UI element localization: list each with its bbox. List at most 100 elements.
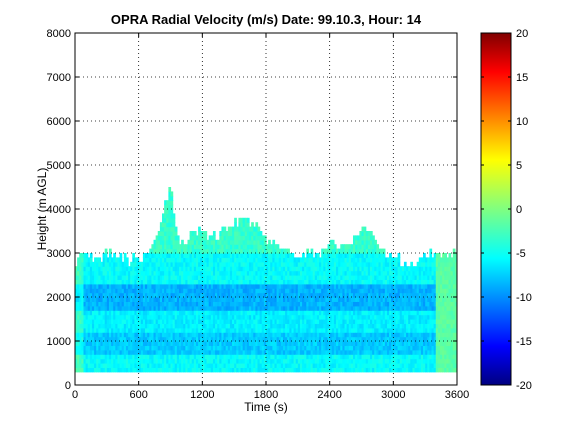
echo-cell (187, 270, 191, 276)
echo-cell (191, 363, 195, 368)
echo-cell (236, 305, 240, 311)
echo-cell (168, 349, 172, 355)
echo-cell (238, 305, 242, 311)
echo-cell (399, 367, 403, 373)
echo-cell (310, 253, 314, 258)
echo-cell (423, 279, 426, 285)
echo-cell (151, 292, 155, 298)
echo-cell (206, 275, 210, 280)
echo-cell (132, 257, 136, 263)
echo-cell (94, 358, 97, 364)
echo-cell (433, 257, 437, 263)
echo-cell (170, 195, 174, 201)
echo-cell (242, 345, 246, 351)
echo-cell (378, 266, 382, 272)
echo-cell (85, 310, 89, 316)
echo-cell (200, 345, 203, 351)
echo-cell (325, 283, 329, 289)
echo-cell (221, 257, 225, 263)
echo-cell (280, 341, 284, 346)
echo-cell (427, 363, 431, 368)
echo-cell (195, 336, 199, 342)
echo-cell (338, 261, 341, 267)
echo-cell (149, 261, 152, 267)
echo-cell (384, 323, 388, 329)
echo-cell (327, 248, 331, 254)
echo-cell (113, 341, 116, 346)
echo-cell (198, 257, 201, 263)
echo-cell (202, 248, 206, 254)
echo-cell (372, 239, 375, 245)
echo-cell (306, 332, 310, 338)
echo-cell (217, 257, 220, 263)
echo-cell (437, 297, 441, 302)
echo-cell (102, 363, 106, 368)
echo-cell (102, 336, 106, 342)
echo-cell (204, 310, 208, 316)
echo-cell (380, 292, 384, 298)
echo-cell (108, 253, 112, 258)
echo-cell (412, 327, 416, 333)
echo-cell (147, 253, 150, 258)
echo-cell (249, 288, 252, 294)
echo-cell (132, 354, 136, 360)
echo-cell (316, 266, 320, 272)
echo-cell (391, 341, 394, 346)
echo-cell (327, 363, 331, 368)
echo-cell (266, 297, 269, 302)
echo-cell (164, 257, 167, 263)
echo-cell (234, 257, 237, 263)
echo-cell (236, 358, 240, 364)
echo-cell (234, 235, 237, 241)
echo-cell (261, 239, 265, 245)
echo-cell (181, 323, 184, 329)
echo-cell (414, 305, 418, 311)
echo-cell (359, 332, 363, 338)
echo-cell (77, 283, 80, 289)
echo-cell (111, 358, 114, 364)
echo-cell (170, 257, 174, 263)
echo-cell (94, 270, 97, 276)
echo-cell (238, 217, 242, 223)
echo-cell (268, 292, 271, 298)
echo-cell (386, 345, 390, 351)
echo-cell (270, 244, 273, 250)
echo-cell (94, 327, 97, 333)
echo-cell (251, 244, 254, 250)
echo-cell (282, 345, 286, 351)
echo-cell (336, 270, 339, 276)
echo-cell (198, 310, 201, 316)
echo-cell (276, 345, 280, 351)
echo-cell (198, 253, 201, 258)
echo-cell (367, 239, 371, 245)
echo-cell (221, 279, 225, 285)
echo-cell (372, 235, 375, 241)
echo-cell (232, 279, 235, 285)
echo-cell (75, 341, 78, 346)
echo-cell (246, 217, 250, 223)
echo-cell (249, 279, 252, 285)
echo-cell (420, 358, 424, 364)
echo-cell (350, 270, 354, 276)
echo-cell (380, 305, 384, 311)
echo-cell (278, 341, 282, 346)
echo-cell (429, 283, 433, 289)
echo-cell (102, 253, 106, 258)
echo-cell (272, 358, 276, 364)
echo-cell (176, 239, 180, 245)
echo-cell (187, 283, 191, 289)
echo-cell (174, 270, 178, 276)
echo-cell (244, 261, 248, 267)
echo-cell (378, 332, 382, 338)
echo-cell (423, 354, 426, 360)
echo-cell (268, 301, 271, 307)
echo-cell (191, 266, 195, 272)
echo-cell (121, 354, 125, 360)
echo-cell (429, 261, 433, 267)
echo-cell (195, 319, 199, 324)
echo-cell (204, 266, 208, 272)
echo-cell (123, 341, 127, 346)
echo-cell (285, 261, 288, 267)
echo-cell (255, 226, 259, 232)
echo-cell (155, 261, 159, 267)
